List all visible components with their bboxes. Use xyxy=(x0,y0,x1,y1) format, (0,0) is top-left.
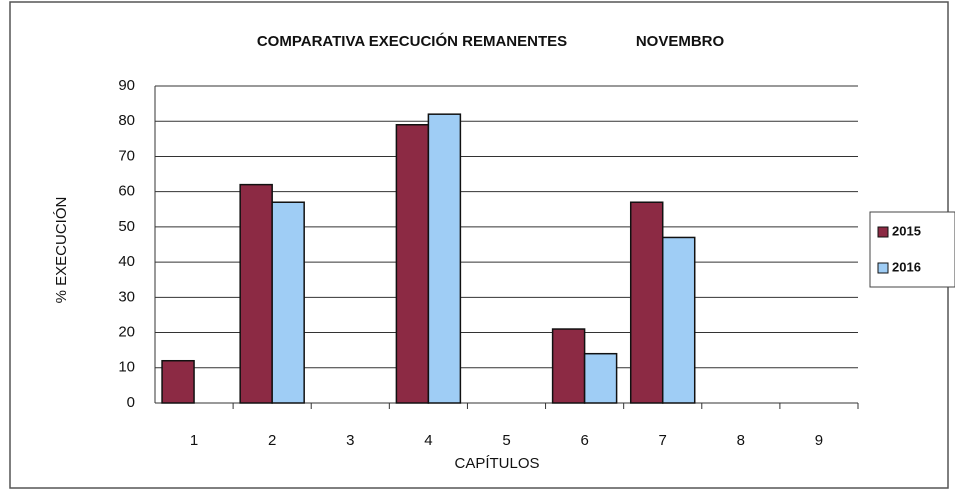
x-tick-label: 4 xyxy=(424,432,432,449)
legend-swatch xyxy=(877,226,889,238)
y-tick-label: 80 xyxy=(118,112,135,129)
chart-subtitle: NOVEMBRO xyxy=(636,33,725,50)
x-tick-label: 2 xyxy=(268,432,276,449)
x-tick-label: 6 xyxy=(580,432,588,449)
legend-swatch xyxy=(877,262,889,274)
bar xyxy=(629,201,664,404)
bar xyxy=(551,328,586,404)
bar xyxy=(271,201,305,404)
x-tick-label: 3 xyxy=(346,432,354,449)
y-tick-label: 10 xyxy=(118,359,135,376)
y-tick-label: 20 xyxy=(118,324,135,341)
y-tick-label: 60 xyxy=(118,183,135,200)
x-tick-label: 5 xyxy=(502,432,510,449)
x-tick-label: 8 xyxy=(737,432,745,449)
y-tick-label: 70 xyxy=(118,147,135,164)
y-axis-label: % EXECUCIÓN xyxy=(53,197,70,304)
bar xyxy=(239,183,273,404)
bar xyxy=(395,123,430,404)
bar xyxy=(661,236,696,404)
y-tick-label: 50 xyxy=(118,218,135,235)
bar xyxy=(583,352,618,404)
y-tick-label: 0 xyxy=(127,394,135,411)
y-tick-label: 30 xyxy=(118,288,135,305)
x-tick-label: 7 xyxy=(659,432,667,449)
bar xyxy=(427,113,462,404)
y-tick-label: 40 xyxy=(118,253,135,270)
y-tick-label: 90 xyxy=(118,77,135,94)
bar xyxy=(161,359,195,404)
x-tick-label: 1 xyxy=(190,432,198,449)
legend-label: 2016 xyxy=(892,259,921,274)
chart-frame xyxy=(9,1,949,489)
x-axis-label: CAPÍTULOS xyxy=(454,455,539,472)
legend-label: 2015 xyxy=(892,223,921,238)
legend-box xyxy=(869,211,955,288)
chart-title: COMPARATIVA EXECUCIÓN REMANENTES xyxy=(257,32,567,50)
x-tick-label: 9 xyxy=(815,432,823,449)
